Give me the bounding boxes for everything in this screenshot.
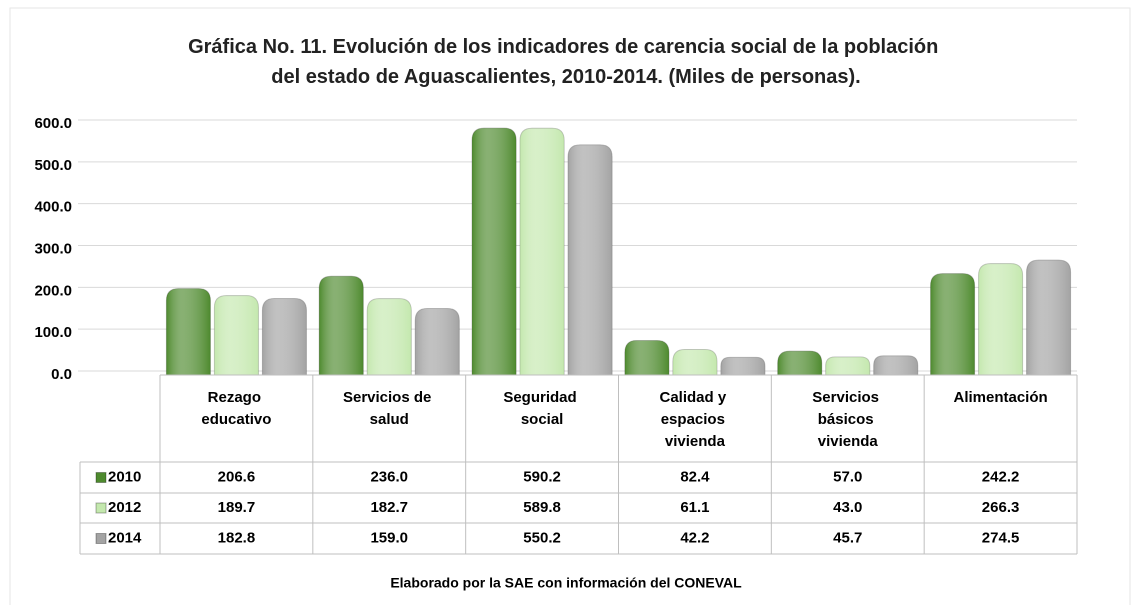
table-value: 590.2 [523,468,561,485]
chart-title: Gráfica No. 11. Evolución de los indicad… [188,36,944,88]
y-tick-label: 100.0 [34,324,72,341]
legend-label: 2010 [108,468,141,485]
bar-shine [520,128,565,375]
table-value: 206.6 [218,468,256,485]
table-value: 82.4 [680,468,710,485]
table-value: 266.3 [982,499,1020,516]
category-label: Rezago educativo [201,389,271,428]
table-value: 242.2 [982,468,1020,485]
category-label: Seguridad social [503,389,581,428]
bar-shine [415,308,460,375]
bar-shine [472,128,517,375]
bar-shine [214,295,259,375]
table-value: 550.2 [523,529,561,546]
table-value: 45.7 [833,529,862,546]
y-tick-label: 400.0 [34,199,72,216]
bar-shine [873,355,918,375]
bar-shine [568,144,613,375]
legend-swatch [95,502,107,514]
table-value: 182.7 [370,499,408,516]
bar-shine [319,276,364,375]
bar-shine [262,298,307,375]
bar-shine [624,340,669,375]
y-tick-label: 300.0 [34,240,72,257]
y-tick-label: 0.0 [51,366,72,383]
table-value: 57.0 [833,468,862,485]
table-value: 42.2 [680,529,709,546]
bar-shine [672,349,717,375]
bar-shine [166,288,211,375]
table-value: 236.0 [370,468,408,485]
bar-shine [978,263,1023,375]
bar-shine [777,351,822,375]
bar-shine [367,298,412,375]
table-value: 61.1 [680,499,709,516]
source-note: Elaborado por la SAE con información del… [390,575,742,591]
y-tick-label: 500.0 [34,157,72,174]
y-tick-label: 600.0 [34,115,72,132]
category-label: Servicios de salud [343,389,436,428]
table-value: 589.8 [523,499,561,516]
bar-shine [1026,260,1071,375]
legend-label: 2012 [108,499,141,516]
table-value: 189.7 [218,499,256,516]
bar-shine [720,357,765,375]
category-label: Calidad y espacios vivienda [659,389,730,450]
table-value: 159.0 [370,529,408,546]
table-value: 43.0 [833,499,862,516]
y-tick-label: 200.0 [34,282,72,299]
category-label: Alimentación [953,389,1047,406]
legend-swatch [95,472,107,483]
legend-label: 2014 [108,529,142,546]
chart-frame [9,7,1131,605]
bar-shine [930,273,975,375]
bar-shine [825,357,870,375]
table-value: 182.8 [218,529,256,546]
legend-swatch [95,533,107,544]
category-label: Servicios básicos vivienda [812,389,883,450]
table-value: 274.5 [982,529,1020,546]
